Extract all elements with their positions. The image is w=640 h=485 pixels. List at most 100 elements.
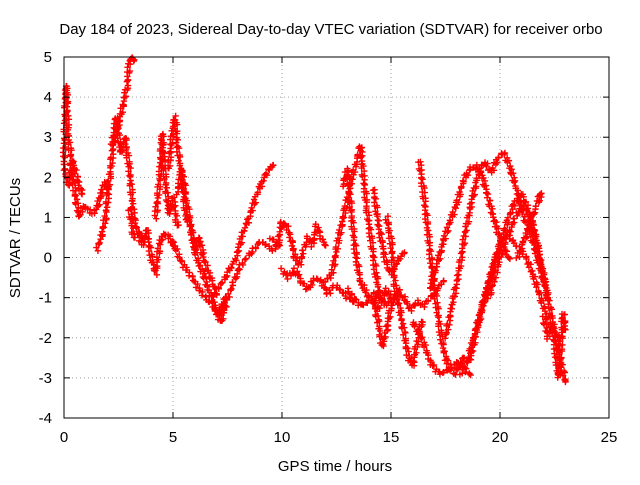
y-tick-label: 0 bbox=[44, 250, 52, 267]
data-point-track-24-11 bbox=[529, 271, 542, 296]
data-point-track-1-8 bbox=[84, 205, 94, 217]
data-point-track-20-10 bbox=[459, 354, 468, 362]
data-point-track-27-1 bbox=[519, 219, 534, 245]
data-point-track-14-6 bbox=[356, 143, 367, 170]
data-point-track-16-3 bbox=[364, 293, 375, 307]
axis-ticks bbox=[63, 56, 610, 419]
data-point-track-22-2 bbox=[440, 220, 453, 244]
data-point-track-11-5 bbox=[249, 238, 263, 252]
data-point-track-26-2 bbox=[497, 233, 511, 254]
data-point-track-5-7 bbox=[156, 230, 167, 244]
data-point-track-12-1 bbox=[273, 220, 286, 248]
data-point-track-12-11 bbox=[316, 235, 329, 249]
series-track-13 bbox=[277, 265, 358, 306]
series-track-6 bbox=[151, 130, 182, 229]
data-point-track-19-3 bbox=[395, 307, 409, 336]
x-tick-label: 5 bbox=[169, 429, 177, 446]
data-point-track-17-7 bbox=[400, 249, 408, 257]
data-point-track-21-7 bbox=[466, 370, 474, 379]
data-point-track-7-10 bbox=[204, 286, 216, 300]
data-point-track-7-14 bbox=[222, 302, 230, 311]
plot-frame bbox=[63, 56, 610, 419]
data-point-track-27-5 bbox=[536, 190, 545, 198]
data-point-track-16-4 bbox=[370, 289, 383, 301]
data-point-track-13-11 bbox=[349, 297, 358, 305]
data-point-track-18-7 bbox=[408, 301, 419, 315]
data-point-track-4-3 bbox=[120, 135, 133, 170]
data-point-track-14-4 bbox=[347, 154, 361, 182]
data-point-track-23-4 bbox=[468, 171, 482, 206]
data-point-track-12-4 bbox=[286, 234, 299, 260]
data-point-track-15-4 bbox=[356, 278, 368, 292]
data-point-track-5-1 bbox=[130, 231, 142, 241]
data-point-track-27-3 bbox=[532, 197, 543, 210]
y-tick-label: -3 bbox=[39, 370, 52, 387]
data-point-track-2-4 bbox=[78, 190, 86, 198]
data-point-track-1-5 bbox=[71, 191, 82, 220]
series-track-9 bbox=[173, 165, 220, 299]
data-point-track-20-2 bbox=[423, 231, 436, 276]
series-track-23 bbox=[441, 149, 548, 342]
data-point-track-2-3 bbox=[74, 173, 86, 194]
data-point-track-15-10 bbox=[382, 285, 394, 298]
data-point-track-7-0 bbox=[164, 124, 177, 172]
data-point-track-23-0 bbox=[441, 305, 456, 342]
data-point-track-26-9 bbox=[539, 274, 552, 298]
data-point-track-8-5 bbox=[202, 293, 216, 307]
data-point-track-1-13 bbox=[103, 185, 111, 193]
data-point-track-25-3 bbox=[484, 256, 499, 286]
data-point-track-3-0 bbox=[93, 235, 104, 255]
data-point-track-21-4 bbox=[444, 361, 458, 373]
data-point-track-23-1 bbox=[448, 272, 462, 308]
data-point-track-12-3 bbox=[281, 221, 294, 238]
x-tick-labels: 0 5 10 15 20 25 bbox=[60, 429, 618, 446]
data-point-track-21-1 bbox=[418, 334, 434, 364]
data-point-track-10-5 bbox=[245, 196, 259, 222]
data-point-track-8-0 bbox=[169, 238, 183, 260]
data-point-track-6-6 bbox=[174, 221, 182, 229]
data-point-track-10-6 bbox=[251, 180, 266, 200]
x-axis-label: GPS time / hours bbox=[278, 458, 392, 475]
data-point-track-19-4 bbox=[400, 329, 413, 360]
data-point-track-18-0 bbox=[369, 295, 382, 323]
series-track-21 bbox=[409, 319, 474, 379]
data-point-track-1-1 bbox=[62, 82, 73, 140]
data-point-track-1-9 bbox=[88, 207, 98, 217]
series-track-27 bbox=[513, 190, 545, 262]
data-point-track-17-5 bbox=[392, 254, 402, 268]
data-point-track-3-7 bbox=[123, 60, 134, 89]
data-point-track-26-10 bbox=[543, 294, 552, 301]
data-point-track-22-4 bbox=[452, 180, 467, 208]
data-point-track-23-2 bbox=[455, 232, 469, 278]
data-point-track-14-8 bbox=[362, 207, 376, 242]
data-point-track-21-6 bbox=[462, 365, 473, 377]
data-point-track-26-7 bbox=[530, 229, 543, 259]
series-track-1 bbox=[59, 82, 112, 220]
data-point-track-12-12 bbox=[321, 241, 329, 249]
data-point-track-6-0 bbox=[151, 175, 164, 222]
data-point-track-11-2 bbox=[229, 265, 243, 286]
data-point-track-10-7 bbox=[258, 166, 273, 185]
data-point-track-19-6 bbox=[408, 341, 422, 369]
x-tick-label: 0 bbox=[60, 429, 68, 446]
x-tick-label: 20 bbox=[492, 429, 509, 446]
y-tick-label: 4 bbox=[44, 89, 52, 106]
data-series bbox=[59, 54, 569, 386]
data-point-track-22-8 bbox=[478, 174, 493, 204]
data-point-track-20-8 bbox=[450, 365, 462, 378]
data-point-track-23-9 bbox=[501, 149, 514, 172]
data-point-track-18-9 bbox=[421, 297, 432, 311]
data-point-track-26-5 bbox=[517, 201, 531, 214]
data-point-track-25-15 bbox=[562, 377, 569, 386]
data-point-track-22-3 bbox=[446, 203, 460, 226]
data-point-track-24-8 bbox=[509, 237, 523, 250]
data-point-track-18-3 bbox=[382, 305, 395, 334]
data-point-track-1-2 bbox=[65, 132, 75, 154]
data-point-track-9-6 bbox=[200, 253, 211, 273]
data-point-track-9-5 bbox=[195, 234, 207, 258]
data-point-track-15-3 bbox=[352, 254, 364, 284]
series-track-2 bbox=[60, 158, 86, 198]
data-point-track-20-0 bbox=[415, 158, 428, 196]
